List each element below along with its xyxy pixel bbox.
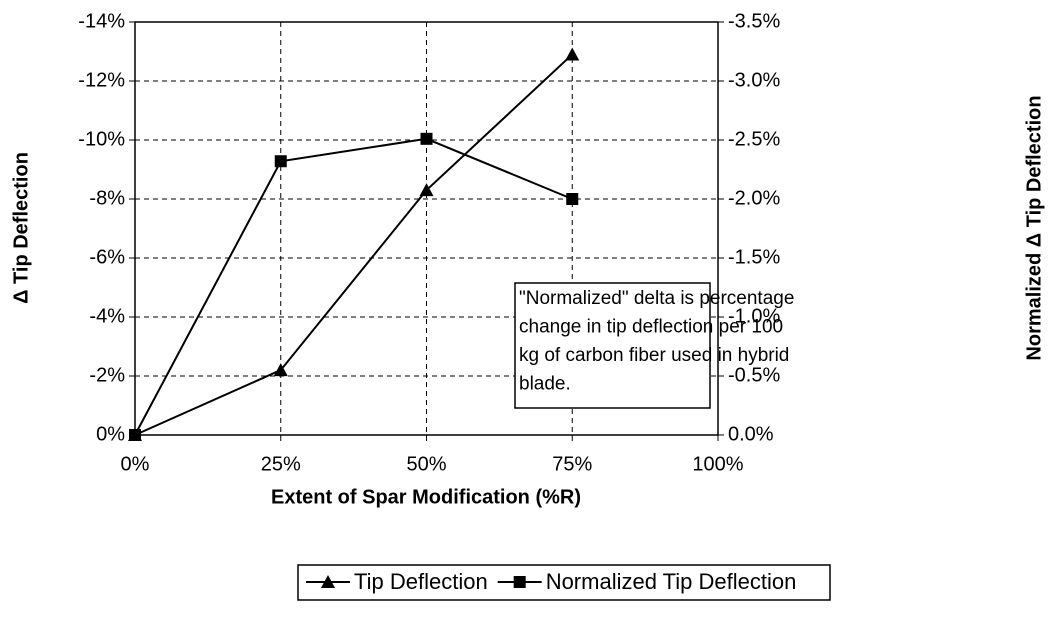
y-tick-label: -10% [78, 128, 125, 150]
y2-tick-label: -1.0% [728, 305, 780, 327]
y-tick-label: -2% [89, 364, 125, 386]
x-tick-label: 50% [406, 453, 446, 475]
annotation-text: blade. [519, 374, 571, 395]
y2-tick-label: 0.0% [728, 423, 774, 445]
plot-frame [134, 21, 719, 436]
x-tick-label: 25% [261, 453, 301, 475]
marker [566, 193, 579, 205]
marker [273, 363, 288, 377]
marker [129, 429, 141, 441]
annotation-text: kg of carbon fiber used in hybrid [519, 345, 789, 366]
legend-label: Tip Deflection [354, 569, 488, 594]
marker [274, 155, 287, 168]
legend-marker [513, 576, 526, 588]
y-tick-label: -12% [78, 69, 125, 91]
x-tick-label: 0% [121, 453, 150, 475]
y2-tick-label: -0.5% [728, 364, 780, 386]
y-tick-label: -6% [89, 246, 125, 268]
legend-label: Normalized Tip Deflection [546, 569, 797, 594]
marker [420, 132, 433, 145]
y2-tick-label: -2.5% [728, 128, 780, 150]
marker [419, 183, 434, 197]
y2-tick-label: -3.0% [728, 69, 780, 91]
y-axis-label: Δ Tip Deflection [10, 152, 32, 304]
y-tick-label: 0% [96, 423, 125, 445]
annotation-text: "Normalized" delta is percentage [519, 288, 794, 309]
y2-tick-label: -1.5% [728, 246, 780, 268]
legend-box [297, 564, 831, 601]
y-tick-label: -14% [78, 10, 125, 32]
x-axis-label: Extent of Spar Modification (%R) [271, 486, 581, 508]
y2-tick-label: -3.5% [728, 10, 780, 32]
y2-axis-label: Normalized Δ Tip Deflection [1023, 95, 1045, 360]
x-tick-label: 75% [552, 453, 592, 475]
y-tick-label: -8% [89, 187, 125, 209]
legend-marker [321, 575, 335, 588]
y-tick-label: -4% [89, 305, 125, 327]
x-tick-label: 100% [692, 453, 743, 475]
annotation-text: change in tip deflection per 100 [519, 317, 783, 338]
series-line [134, 53, 573, 436]
y2-tick-label: -2.0% [728, 187, 780, 209]
series-line [134, 137, 573, 436]
marker [565, 47, 580, 61]
annotation-box [514, 282, 711, 409]
